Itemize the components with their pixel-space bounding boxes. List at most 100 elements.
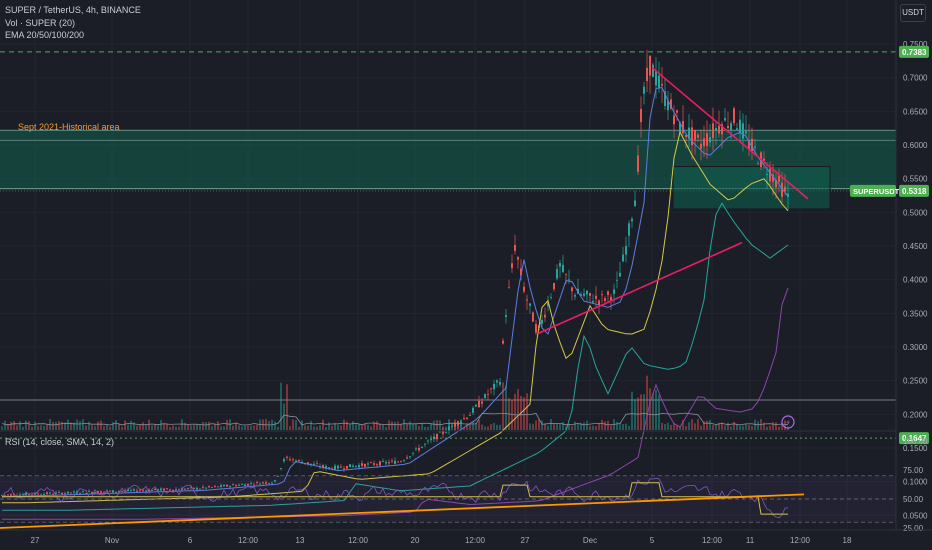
volume-bar — [739, 425, 741, 430]
volume-bar — [637, 397, 639, 430]
volume-bar — [559, 424, 561, 430]
volume-bar — [154, 424, 156, 430]
candle-body — [211, 487, 213, 488]
candle-body — [595, 295, 597, 299]
candle-body — [229, 486, 231, 488]
volume-bar — [340, 425, 342, 430]
candle-body — [7, 494, 9, 496]
currency-button[interactable]: USDT — [900, 4, 926, 22]
candle-body — [652, 64, 654, 77]
volume-bar — [316, 426, 318, 430]
candle-body — [484, 394, 486, 399]
zone-annotation: Sept 2021-Historical area — [18, 122, 120, 132]
time-tick-label: 27 — [521, 536, 530, 545]
volume-bar — [469, 424, 471, 430]
candle-body — [352, 465, 354, 468]
volume-bar — [28, 421, 30, 430]
price-tick-label: 0.4000 — [903, 276, 928, 285]
candle-body — [220, 485, 222, 487]
price-tick-label: 0.7000 — [903, 74, 928, 83]
candle-body — [73, 491, 75, 493]
volume-bar — [190, 425, 192, 430]
volume-bar — [199, 424, 201, 430]
volume-bar — [523, 397, 525, 430]
candle-body — [418, 447, 420, 451]
volume-bar — [241, 426, 243, 430]
candle-body — [541, 319, 543, 324]
candle-body — [238, 484, 240, 486]
candle-body — [568, 279, 570, 281]
volume-bar — [448, 419, 450, 430]
volume-bar — [166, 423, 168, 430]
candle-body — [241, 484, 243, 485]
volume-bar — [331, 425, 333, 430]
volume-bar — [763, 422, 765, 430]
candle-body — [286, 456, 288, 458]
candle-body — [622, 254, 624, 262]
candle-body — [628, 223, 630, 236]
candle-body — [661, 84, 663, 86]
candle-body — [118, 491, 120, 493]
volume-bar — [556, 423, 558, 430]
time-tick-label: 13 — [296, 536, 305, 545]
volume-bar — [769, 425, 771, 430]
volume-bar — [19, 421, 21, 430]
candle-body — [778, 175, 780, 182]
volume-bar — [640, 394, 642, 430]
volume-bar — [607, 420, 609, 430]
volume-bar — [454, 419, 456, 430]
candle-body — [187, 488, 189, 489]
volume-bar — [439, 420, 441, 430]
candle-body — [19, 494, 21, 496]
volume-bar — [754, 419, 756, 430]
time-tick-label: 12:00 — [790, 536, 811, 545]
candle-body — [430, 439, 432, 441]
candle-body — [40, 494, 42, 496]
volume-bar — [436, 420, 438, 430]
volume-bar — [307, 425, 309, 430]
price-tick-label: 0.0500 — [903, 511, 928, 520]
candle-body — [337, 465, 339, 469]
volume-ma-line — [1, 412, 789, 426]
volume-bar — [13, 421, 15, 430]
time-tick-label: 11 — [746, 536, 755, 545]
candle-body — [202, 486, 204, 488]
candle-body — [274, 480, 276, 482]
volume-bar — [286, 384, 288, 430]
volume-bar — [208, 421, 210, 430]
candle-body — [604, 298, 606, 302]
candle-body — [556, 269, 558, 279]
volume-bar — [424, 426, 426, 430]
candle-body — [388, 462, 390, 464]
candle-body — [406, 457, 408, 459]
volume-bar — [700, 425, 702, 430]
volume-bar — [310, 420, 312, 430]
candle-body — [37, 493, 39, 495]
volume-bar — [148, 419, 150, 430]
volume-bar — [61, 421, 63, 430]
candle-body — [712, 123, 714, 139]
volume-bar — [136, 425, 138, 430]
event-marker-icon — [781, 415, 795, 429]
candle-body — [469, 415, 471, 416]
candle-body — [94, 492, 96, 494]
candle-body — [250, 483, 252, 485]
volume-bar — [715, 423, 717, 430]
candle-body — [565, 274, 567, 275]
volume-bar — [415, 424, 417, 430]
candle-body — [709, 137, 711, 143]
volume-bar — [100, 420, 102, 430]
volume-bar — [346, 421, 348, 430]
candle-body — [523, 286, 525, 292]
volume-bar — [757, 421, 759, 430]
price-tick-label: 0.6500 — [903, 107, 928, 116]
candle-body — [508, 286, 510, 288]
candle-body — [517, 257, 519, 260]
volume-bar — [211, 426, 213, 430]
candle-body — [412, 452, 414, 454]
volume-bar — [169, 426, 171, 430]
volume-bar — [313, 426, 315, 430]
candle-body — [649, 55, 651, 76]
volume-bar — [631, 391, 633, 430]
